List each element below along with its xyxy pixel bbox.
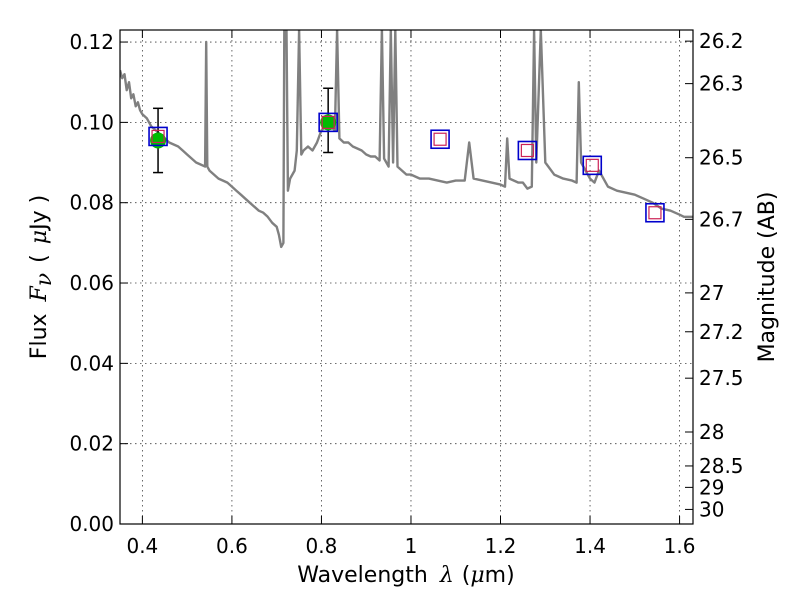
- y-axis-label-subscript: ν: [32, 273, 57, 286]
- x-tick-label: 1.2: [485, 534, 517, 558]
- right-tick-label: 26.7: [699, 207, 744, 231]
- observed-points-layer: [150, 114, 337, 149]
- y-tick-label: 0.10: [69, 110, 114, 134]
- right-tick-label: 27.5: [699, 366, 744, 390]
- model-point-outer: [430, 129, 450, 150]
- y-tick-label: 0.08: [69, 191, 114, 215]
- x-axis-label-unit-open: (: [462, 563, 471, 588]
- right-tick-label: 26.5: [699, 146, 744, 170]
- y-axis-label: Flux Fν ( μJy ): [27, 195, 57, 359]
- right-tick-label: 28: [699, 420, 724, 444]
- x-axis-label-text: Wavelength: [297, 563, 428, 588]
- right-tick-label: 27: [699, 281, 724, 305]
- model-point-outer: [645, 202, 665, 223]
- x-tick-label: 1.4: [574, 534, 606, 558]
- y-axis-label-text: Flux: [27, 313, 52, 359]
- y-axis-label-unit-open: (: [27, 254, 52, 263]
- x-axis-ticks: 0.4 0.6 0.8 1 1.2 1.4 1.6: [126, 30, 695, 558]
- model-point-inner: [433, 132, 447, 146]
- model-point-inner: [585, 158, 599, 172]
- y-axis-label-unit-mu: μ: [27, 230, 52, 244]
- model-point-inner: [151, 129, 165, 144]
- x-axis-label: Wavelength λ (μm): [297, 563, 514, 588]
- model-point-outer: [517, 140, 538, 161]
- right-axis-label: Magnitude (AB): [755, 192, 780, 363]
- x-tick-label: 1.6: [664, 534, 696, 558]
- y-tick-label: 0.12: [69, 30, 114, 54]
- x-tick-label: 0.6: [216, 534, 248, 558]
- right-tick-label: 26.2: [699, 29, 744, 53]
- x-tick-label: 0.8: [306, 534, 338, 558]
- model-point-outer: [582, 155, 603, 176]
- model-point-inner: [321, 115, 335, 129]
- y-axis-ticks: 0.00 0.02 0.04 0.06 0.08 0.10 0.12: [69, 30, 128, 536]
- x-tick-label: 0.4: [126, 534, 158, 558]
- x-axis-label-unit-mu: μ: [470, 563, 484, 588]
- right-tick-label: 29: [699, 475, 724, 499]
- y-tick-label: 0.04: [69, 351, 114, 375]
- y-tick-label: 0.00: [69, 512, 114, 536]
- x-axis-label-unit-rest: m): [485, 563, 515, 588]
- observed-point: [150, 132, 167, 149]
- spectrum-layer: [120, 30, 693, 249]
- model-point-outer: [318, 112, 338, 133]
- model-point-inner: [520, 143, 534, 158]
- model-point-inner: [648, 206, 662, 220]
- right-tick-label: 30: [699, 497, 724, 521]
- observed-point: [320, 114, 337, 131]
- model-points-layer: [148, 112, 665, 223]
- right-tick-label: 27.2: [699, 320, 744, 344]
- right-tick-label: 26.3: [699, 72, 744, 96]
- model-point-outer: [148, 126, 168, 147]
- y-tick-label: 0.02: [69, 432, 114, 456]
- x-tick-label: 1: [405, 534, 418, 558]
- y-tick-label: 0.06: [69, 271, 114, 295]
- y-axis-label-symbol: F: [27, 285, 52, 302]
- x-axis-label-symbol: λ: [439, 563, 454, 588]
- right-tick-label: 28.5: [699, 454, 744, 478]
- spectrum-line: [120, 30, 693, 249]
- plot-frame: [119, 29, 694, 525]
- y-axis-label-unit-rest: Jy ): [27, 195, 52, 232]
